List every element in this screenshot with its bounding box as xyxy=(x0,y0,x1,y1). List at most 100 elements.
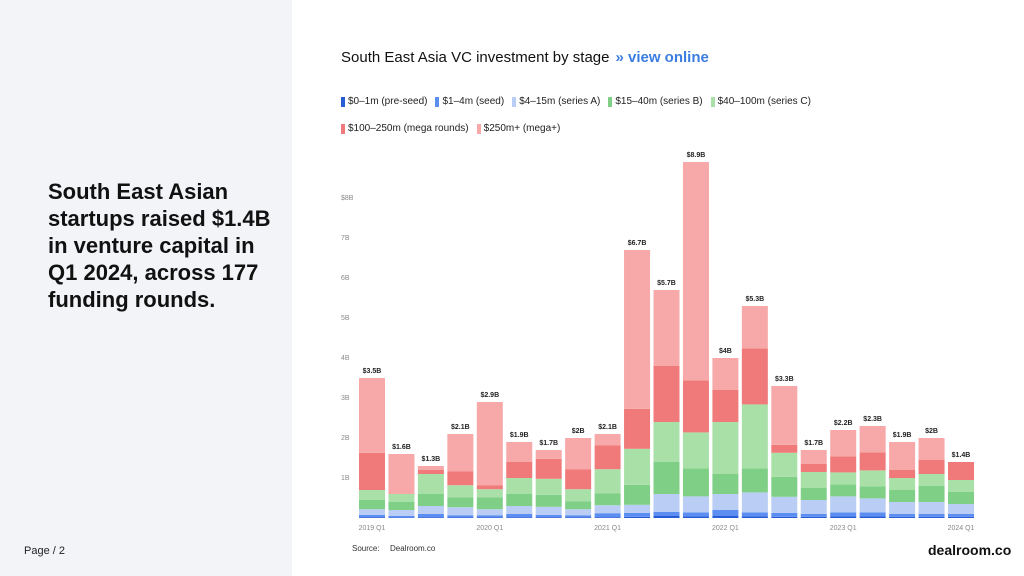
bar-segment xyxy=(417,474,444,494)
legend-label: $40–100m (series C) xyxy=(717,96,811,107)
bar-segment xyxy=(771,516,798,518)
bar-segment xyxy=(535,458,562,479)
bar-segment xyxy=(682,496,709,513)
legend-label: $1–4m (seed) xyxy=(442,96,505,107)
logo: dealroom.co xyxy=(928,542,1011,558)
bar-segment xyxy=(565,517,592,518)
bar-segment xyxy=(447,485,474,498)
bar-segment xyxy=(535,506,562,515)
bar-segment xyxy=(830,512,857,517)
source: Dealroom.co xyxy=(390,544,436,553)
legend: $0–1m (pre-seed) $1–4m (seed) $4–15m (seri… xyxy=(341,96,861,134)
bar-segment xyxy=(948,492,974,504)
bar-segment xyxy=(741,468,768,493)
bar-segment xyxy=(417,494,444,506)
total-label: $1.6B xyxy=(392,444,411,451)
total-label: $1.7B xyxy=(804,440,823,447)
bar-segment xyxy=(712,390,739,422)
bar-segment xyxy=(800,516,827,518)
bar-segment xyxy=(506,514,533,518)
bar-segment xyxy=(918,438,945,460)
bar-segment xyxy=(859,512,886,517)
legend-label: $0–1m (pre-seed) xyxy=(348,96,428,107)
bar-segment xyxy=(476,485,503,490)
bar-segment xyxy=(594,493,621,506)
source-label: Source: xyxy=(352,544,380,553)
bar-segment xyxy=(771,386,798,445)
bar-segment xyxy=(653,462,680,494)
legend-item: $4–15m (series A) xyxy=(512,96,600,107)
bar-segment xyxy=(859,452,886,471)
legend-swatch xyxy=(435,96,440,107)
bar-segment xyxy=(447,507,474,516)
bar-segment xyxy=(830,456,857,473)
legend-item: $0–1m (pre-seed) xyxy=(341,96,427,107)
bar-segment xyxy=(741,516,768,518)
view-online-link[interactable]: » view online xyxy=(615,49,709,66)
bar-segment xyxy=(830,430,857,457)
legend-swatch xyxy=(341,96,345,107)
bar-segment xyxy=(535,514,562,518)
bar-segment xyxy=(800,514,827,517)
bar-segment xyxy=(830,496,857,513)
bar-segment xyxy=(624,250,651,409)
y-tick-label: 2B xyxy=(341,435,350,442)
bar-segment xyxy=(948,480,974,492)
bar-segment xyxy=(948,516,974,518)
bar-segment xyxy=(682,162,709,381)
bar-segment xyxy=(506,442,533,462)
bar-segment xyxy=(565,438,592,470)
y-tick-label: $8B xyxy=(341,195,354,202)
total-label: $3.3B xyxy=(775,376,794,383)
bar-segment xyxy=(741,492,768,513)
bar-segment xyxy=(565,515,592,518)
bar-segment xyxy=(535,494,562,507)
bar-segment xyxy=(948,514,974,517)
bar-segment xyxy=(624,448,651,485)
y-tick-label: 6B xyxy=(341,275,350,282)
bar-segment xyxy=(889,490,916,502)
bar-segment xyxy=(476,489,503,498)
legend-item: $250m+ (mega+) xyxy=(476,123,560,134)
x-tick-label: 2023 Q1 xyxy=(830,525,857,532)
bar-segment xyxy=(918,502,945,514)
legend-label: $15–40m (series B) xyxy=(615,96,703,107)
bar-segment xyxy=(359,517,385,518)
bar-segment xyxy=(712,494,739,510)
bar-segment xyxy=(624,504,651,513)
bar-segment xyxy=(476,517,503,518)
bar-segment xyxy=(417,517,444,518)
bar-segment xyxy=(653,494,680,512)
bar-segment xyxy=(682,512,709,517)
legend-item: $40–100m (series C) xyxy=(710,96,811,107)
bar-segment xyxy=(535,478,562,495)
bar-segment xyxy=(889,478,916,490)
x-tick-label: 2020 Q1 xyxy=(476,525,503,532)
bar-segment xyxy=(859,516,886,518)
bar-segment xyxy=(653,512,680,516)
total-label: $2.9B xyxy=(480,392,499,399)
bar-segment xyxy=(800,500,827,514)
bar-segment xyxy=(653,516,680,518)
bar-segment xyxy=(653,290,680,366)
bar-segment xyxy=(594,434,621,446)
y-tick-label: 5B xyxy=(341,315,350,322)
bar-segment xyxy=(594,513,621,518)
total-label: $2.1B xyxy=(451,424,470,431)
bar-segment xyxy=(859,470,886,487)
bar-segment xyxy=(830,516,857,518)
bar-segment xyxy=(565,489,592,502)
bar-segment xyxy=(859,486,886,499)
bar-segment xyxy=(506,494,533,506)
bar-segment xyxy=(712,516,739,518)
bar-segment xyxy=(388,454,415,494)
bar-segment xyxy=(682,516,709,518)
bar-segment xyxy=(800,464,827,472)
y-tick-label: 3B xyxy=(341,395,350,402)
bar-segment xyxy=(771,452,798,477)
bar-segment xyxy=(653,366,680,422)
total-label: $1.9B xyxy=(893,432,912,439)
bar-segment xyxy=(682,380,709,433)
